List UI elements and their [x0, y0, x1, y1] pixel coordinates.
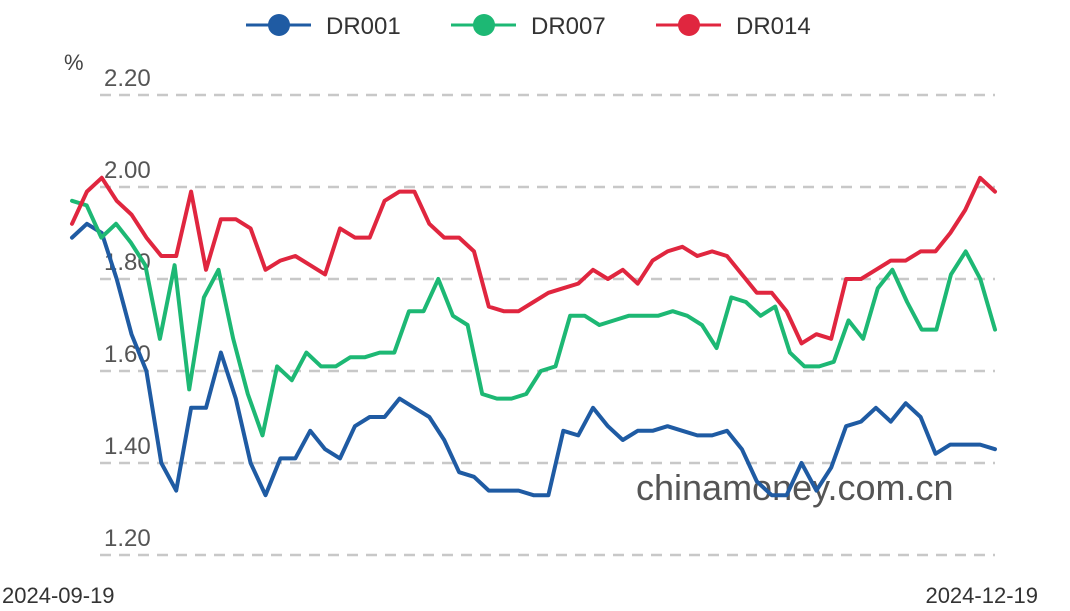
legend-marker-dr001: [268, 14, 290, 36]
legend-item-dr007[interactable]: DR007: [451, 13, 606, 40]
series-line-dr014: [70, 175, 997, 346]
y-axis-unit: %: [64, 50, 84, 75]
series-lines: [70, 175, 997, 498]
legend: DR001 DR007 DR014: [246, 13, 811, 40]
legend-label-dr001: DR001: [326, 13, 401, 40]
series-line-dr007: [70, 198, 997, 438]
y-tick-label: 1.20: [104, 525, 151, 552]
y-tick-label: 2.00: [104, 157, 151, 184]
legend-item-dr001[interactable]: DR001: [246, 13, 401, 40]
x-axis-end-label: 2024-12-19: [925, 583, 1038, 608]
legend-item-dr014[interactable]: DR014: [656, 13, 811, 40]
y-tick-label: 1.40: [104, 433, 151, 460]
legend-label-dr014: DR014: [736, 13, 811, 40]
legend-marker-dr014: [678, 14, 700, 36]
legend-label-dr007: DR007: [531, 13, 606, 40]
y-tick-label: 2.20: [104, 65, 151, 92]
legend-marker-dr007: [473, 14, 495, 36]
y-axis-ticks: 2.202.001.801.601.401.20: [104, 65, 151, 552]
gridlines: [100, 93, 995, 557]
series-line-dr001: [70, 221, 997, 498]
x-axis-start-label: 2024-09-19: [2, 583, 115, 608]
